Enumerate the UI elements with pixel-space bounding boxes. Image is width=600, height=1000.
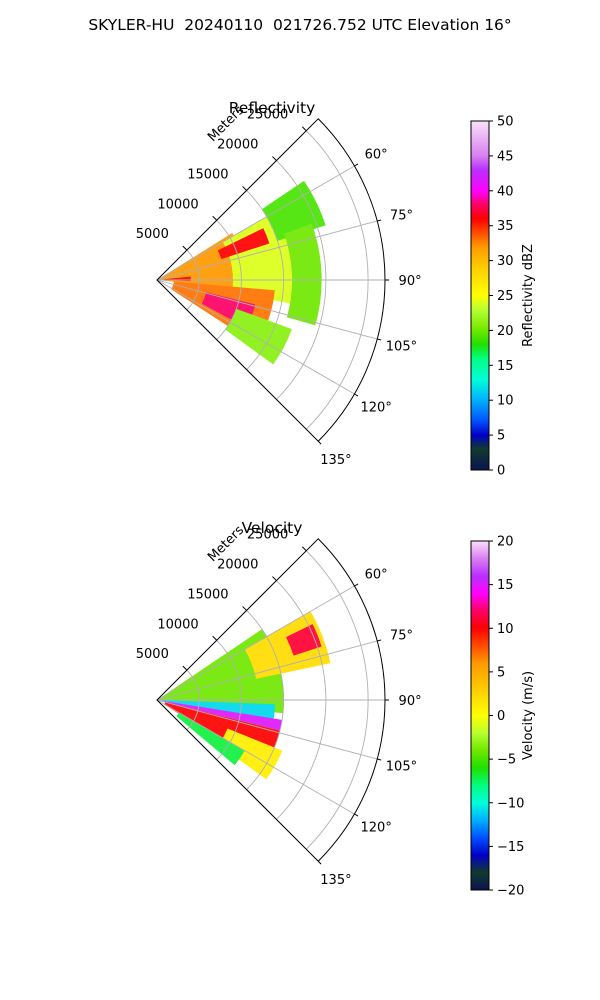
colorbar-fill xyxy=(470,540,490,891)
r-tick-label: 25000 xyxy=(247,108,288,123)
theta-tick-label: 135° xyxy=(320,453,351,468)
echo-region xyxy=(157,700,283,731)
figure-title: SKYLER-HU 20240110 021726.752 UTC Elevat… xyxy=(88,16,512,34)
colorbar-tick-label: −5 xyxy=(497,753,516,768)
azimuth-gridline xyxy=(156,279,355,395)
azimuth-gridline xyxy=(156,220,378,281)
theta-tick xyxy=(377,758,382,761)
r-tick-label: 10000 xyxy=(157,617,198,632)
panel-title: Reflectivity xyxy=(229,99,316,117)
colorbar-tick-label: 10 xyxy=(497,394,514,409)
colorbar-tick-label: 30 xyxy=(497,254,514,269)
colorbar-label: Velocity (m/s) xyxy=(521,671,536,760)
theta-tick-label: 75° xyxy=(390,628,413,643)
theta-tick-label: 90° xyxy=(399,694,422,709)
theta-tick xyxy=(354,393,359,397)
echo-region xyxy=(225,308,292,365)
r-tick xyxy=(212,635,218,641)
theta-tick-label: 105° xyxy=(386,760,417,775)
echo-region xyxy=(283,223,322,326)
echo-field xyxy=(157,611,331,780)
r-tick xyxy=(182,245,188,251)
r-tick xyxy=(272,156,277,161)
azimuth-gridline xyxy=(156,699,378,760)
theta-tick xyxy=(317,860,322,865)
r-tick xyxy=(242,606,247,611)
theta-tick xyxy=(317,440,322,445)
colorbar-tick-label: 5 xyxy=(497,429,505,444)
theta-tick xyxy=(354,583,359,587)
colorbar-tick-label: 5 xyxy=(497,665,505,680)
r-tick xyxy=(272,576,277,581)
r-tick-label: 20000 xyxy=(217,138,258,153)
r-tick-label: 15000 xyxy=(187,587,228,602)
azimuth-gridline xyxy=(156,585,355,701)
theta-tick-label: 60° xyxy=(365,147,388,162)
colorbar: 0 5 10 15 20 25 30 35 40 45 50 Reflectivity dBZ xyxy=(470,115,536,479)
theta-tick-label: 105° xyxy=(386,340,417,355)
echo-region xyxy=(286,624,322,656)
reflectivity-panel: 60° 75° 90° 105° 120° 135° 5000 10000 15000 20000… xyxy=(136,99,536,479)
theta-tick-label: 135° xyxy=(320,873,351,888)
theta-tick-label: 75° xyxy=(390,208,413,223)
theta-tick xyxy=(377,639,382,642)
echo-region xyxy=(217,228,270,260)
azimuth-gridline xyxy=(156,165,355,281)
r-tick-label: 25000 xyxy=(247,528,288,543)
theta-tick-label: 120° xyxy=(361,821,392,836)
panel-title: Velocity xyxy=(242,519,303,537)
colorbar-tick-label: 20 xyxy=(497,535,514,550)
theta-tick xyxy=(354,163,359,167)
r-tick-label: 5000 xyxy=(136,647,169,662)
r-tick-label: 20000 xyxy=(217,558,258,573)
azimuth-gridline xyxy=(156,699,355,815)
azimuth-gridline xyxy=(156,640,378,701)
colorbar-tick-label: −10 xyxy=(497,796,524,811)
colorbar-label: Reflectivity dBZ xyxy=(521,244,536,347)
theta-tick-label: 90° xyxy=(399,274,422,289)
colorbar-fill xyxy=(470,120,490,471)
colorbar-tick-label: 40 xyxy=(497,184,514,199)
theta-tick xyxy=(377,219,382,222)
echo-field xyxy=(157,180,326,365)
colorbar-tick-label: 15 xyxy=(497,359,514,374)
r-tick xyxy=(301,546,307,552)
theta-tick-label: 60° xyxy=(365,567,388,582)
colorbar-tick-label: −20 xyxy=(497,884,524,899)
colorbar-tick-label: 35 xyxy=(497,219,514,234)
r-tick xyxy=(242,186,247,191)
colorbar: −20 −15 −10 −5 0 5 10 15 20 Velocity (m/s) xyxy=(470,535,536,899)
colorbar-tick-label: 10 xyxy=(497,622,514,637)
theta-tick xyxy=(354,813,359,817)
r-tick-label: 15000 xyxy=(187,167,228,182)
colorbar-tick-label: 45 xyxy=(497,149,514,164)
polar-frame xyxy=(156,118,386,442)
colorbar-tick-label: −15 xyxy=(497,840,524,855)
theta-tick-label: 120° xyxy=(361,401,392,416)
r-tick-label: 10000 xyxy=(157,197,198,212)
colorbar-tick-label: 20 xyxy=(497,324,514,339)
theta-tick xyxy=(377,338,382,341)
r-tick xyxy=(301,126,307,132)
velocity-panel: 60° 75° 90° 105° 120° 135° 5000 10000 15000 20000… xyxy=(136,519,536,899)
r-tick-label: 5000 xyxy=(136,227,169,242)
echo-region xyxy=(157,233,246,290)
colorbar-tick-label: 0 xyxy=(497,709,505,724)
colorbar-tick-label: 25 xyxy=(497,289,514,304)
colorbar-tick-label: 15 xyxy=(497,578,514,593)
colorbar-tick-label: 50 xyxy=(497,115,514,130)
r-tick xyxy=(182,665,188,671)
azimuth-gridline xyxy=(156,279,378,340)
colorbar-tick-label: 0 xyxy=(497,464,505,479)
polar-frame xyxy=(156,538,386,862)
r-tick xyxy=(212,215,218,221)
echo-region xyxy=(176,712,245,766)
